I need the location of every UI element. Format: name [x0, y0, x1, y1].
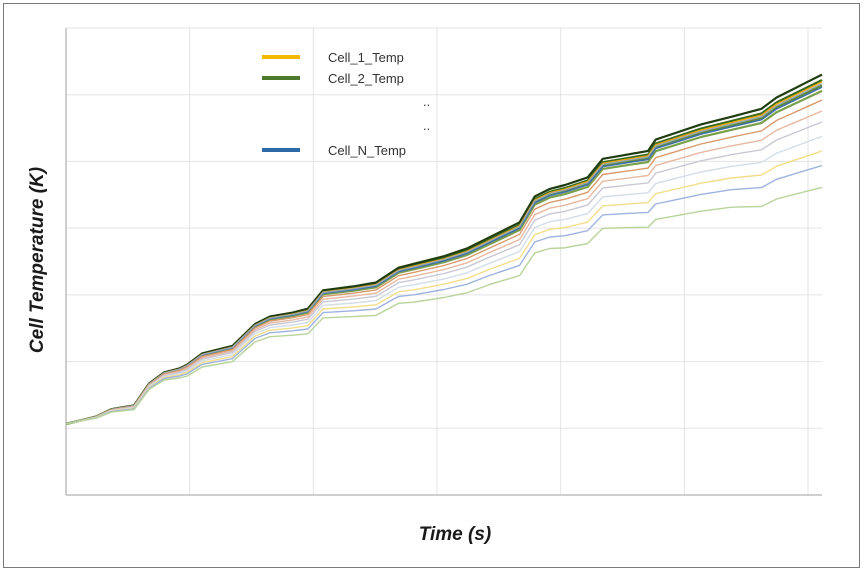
series-line [65, 83, 823, 425]
legend: Cell_1_Temp Cell_2_Temp .. .. Cell_N_Tem… [262, 50, 430, 158]
legend-label-cell-2: Cell_2_Temp [328, 71, 404, 86]
series-lines [65, 73, 823, 426]
series-line [65, 186, 823, 425]
series-line [65, 110, 823, 425]
legend-ellipsis-2: .. [423, 118, 430, 133]
x-axis-title: Time (s) [419, 524, 492, 545]
series-line [65, 99, 823, 425]
axes [65, 28, 822, 496]
series-line [65, 135, 823, 425]
series-line [65, 150, 823, 425]
legend-label-cell-n: Cell_N_Temp [328, 143, 406, 158]
y-axis-title: Cell Temperature (K) [27, 167, 48, 353]
series-line [65, 121, 823, 425]
legend-ellipsis-1: .. [423, 94, 430, 109]
chart-frame [3, 3, 860, 568]
legend-label-cell-1: Cell_1_Temp [328, 50, 404, 65]
series-line [65, 164, 823, 425]
